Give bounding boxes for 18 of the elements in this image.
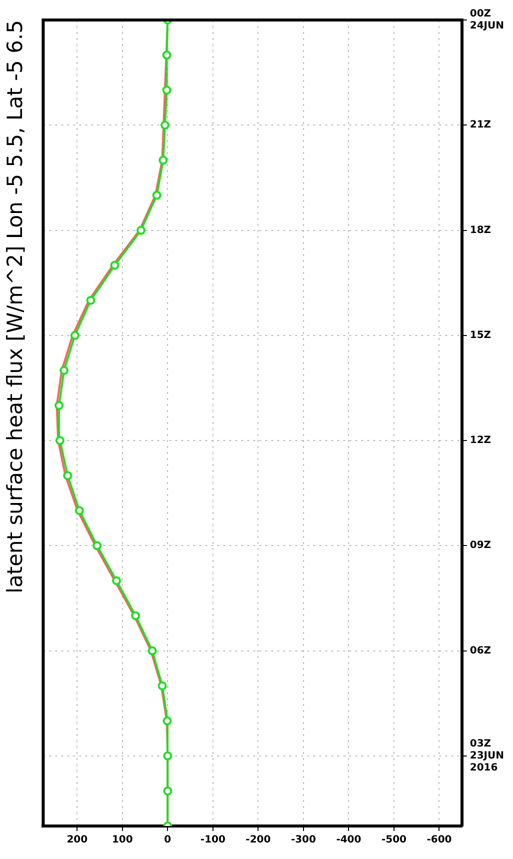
x-tick-label: 100 xyxy=(112,834,133,846)
x-tick-label: -400 xyxy=(336,834,362,846)
y-tick-label: 18Z xyxy=(470,224,492,236)
x-tick-label: -600 xyxy=(426,834,452,846)
text: latent surface heat flux [W/m^2] Lon -5 5.5, Lat -5 6.5 xyxy=(3,20,28,594)
y-tick-label: 00Z 24JUN xyxy=(470,8,504,32)
y-tick-label: 03Z 23JUN 2016 xyxy=(470,738,504,774)
y-tick-label: 09Z xyxy=(470,540,492,552)
x-tick-label: -200 xyxy=(246,834,271,846)
x-tick-label: -300 xyxy=(290,834,316,846)
y-tick-label: 21Z xyxy=(470,120,492,131)
x-tick-label: 0 xyxy=(164,834,172,846)
y-tick-label: 15Z xyxy=(470,330,492,341)
y-tick-label: 12Z xyxy=(470,435,492,446)
x-tick-label: -100 xyxy=(200,834,226,846)
x-tick-label: 200 xyxy=(66,834,88,846)
y-tick-label: 06Z xyxy=(470,645,492,656)
x-tick-label: -500 xyxy=(381,834,407,846)
